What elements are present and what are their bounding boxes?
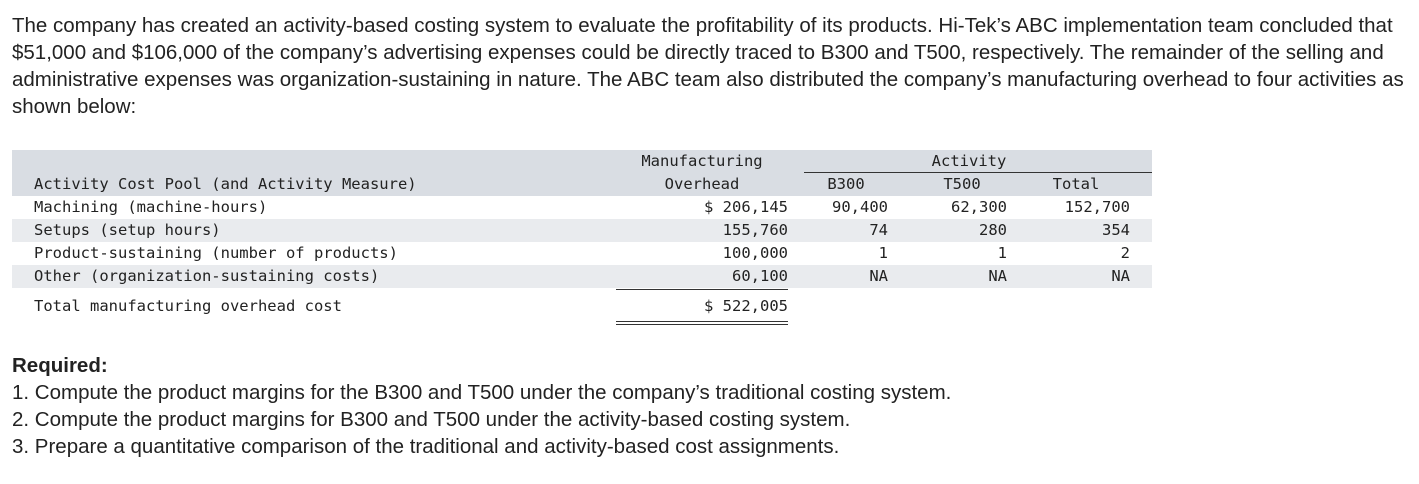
row-name: Machining (machine-hours) bbox=[34, 198, 268, 216]
row-total: NA bbox=[1111, 267, 1130, 285]
subtotal-rule bbox=[616, 289, 788, 290]
table-header-row-2: Activity Cost Pool (and Activity Measure… bbox=[12, 173, 1152, 196]
table-header-background bbox=[12, 150, 1152, 196]
header-total: Total bbox=[1052, 175, 1100, 193]
required-item-1: 1. Compute the product margins for the B… bbox=[12, 381, 952, 404]
header-overhead: Overhead bbox=[664, 175, 740, 193]
row-t500: NA bbox=[988, 267, 1007, 285]
row-overhead: 100,000 bbox=[722, 244, 788, 262]
row-b300: NA bbox=[869, 267, 888, 285]
header-manufacturing: Manufacturing bbox=[641, 152, 763, 170]
total-double-rule-top bbox=[616, 321, 788, 322]
total-row-name: Total manufacturing overhead cost bbox=[34, 297, 342, 315]
required-title: Required: bbox=[12, 354, 108, 377]
table-row: Product-sustaining (number of products) … bbox=[12, 242, 1152, 265]
row-name: Setups (setup hours) bbox=[34, 221, 221, 239]
table-row: Setups (setup hours) 155,760 74 280 354 bbox=[12, 219, 1152, 242]
row-t500: 62,300 bbox=[951, 198, 1007, 216]
required-item-2: 2. Compute the product margins for B300 … bbox=[12, 408, 851, 431]
row-b300: 74 bbox=[869, 221, 888, 239]
header-activity: Activity bbox=[931, 152, 1007, 170]
table-row: Other (organization-sustaining costs) 60… bbox=[12, 265, 1152, 288]
row-overhead: 60,100 bbox=[732, 267, 788, 285]
row-name: Other (organization-sustaining costs) bbox=[34, 267, 380, 285]
row-t500: 1 bbox=[997, 244, 1007, 262]
table-row: Machining (machine-hours) $ 206,145 90,4… bbox=[12, 196, 1152, 219]
row-b300: 1 bbox=[878, 244, 888, 262]
row-b300: 90,400 bbox=[832, 198, 888, 216]
total-row-overhead: $ 522,005 bbox=[704, 297, 788, 315]
intro-paragraph: The company has created an activity-base… bbox=[12, 14, 1404, 118]
header-pool: Activity Cost Pool (and Activity Measure… bbox=[34, 175, 417, 193]
row-total: 2 bbox=[1120, 244, 1130, 262]
total-double-rule-bottom bbox=[616, 324, 788, 325]
required-section: Required: 1. Compute the product margins… bbox=[12, 352, 1407, 460]
header-t500: T500 bbox=[943, 175, 981, 193]
required-item-3: 3. Prepare a quantitative comparison of … bbox=[12, 435, 840, 458]
row-overhead: 155,760 bbox=[722, 221, 788, 239]
row-name: Product-sustaining (number of products) bbox=[34, 244, 398, 262]
row-t500: 280 bbox=[979, 221, 1007, 239]
row-overhead: $ 206,145 bbox=[704, 198, 788, 216]
table-header-row-1: Manufacturing Activity bbox=[12, 150, 1152, 173]
table-total-row: Total manufacturing overhead cost $ 522,… bbox=[12, 295, 1152, 318]
row-total: 354 bbox=[1102, 221, 1130, 239]
activity-header-rule bbox=[804, 172, 1152, 173]
row-total: 152,700 bbox=[1064, 198, 1130, 216]
header-b300: B300 bbox=[827, 175, 865, 193]
